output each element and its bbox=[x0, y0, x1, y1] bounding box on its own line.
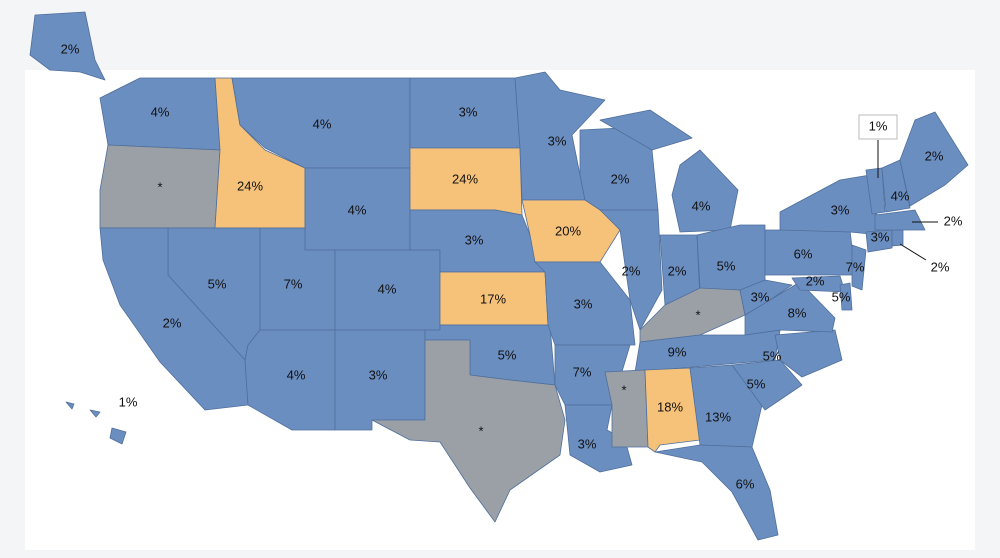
state-label: 4% bbox=[692, 198, 711, 213]
state bbox=[514, 71, 606, 201]
state bbox=[899, 111, 969, 207]
state bbox=[851, 244, 867, 291]
state-label: 17% bbox=[480, 291, 506, 306]
state-label: 1% bbox=[119, 394, 138, 409]
state bbox=[731, 359, 803, 411]
label-box bbox=[858, 114, 898, 140]
state-label: 1% bbox=[869, 118, 888, 133]
state-label: 7% bbox=[846, 259, 865, 274]
state bbox=[109, 427, 127, 445]
state bbox=[839, 282, 853, 311]
state-label: * bbox=[478, 423, 483, 438]
state-label: 18% bbox=[657, 399, 683, 414]
state-label: 2% bbox=[622, 263, 641, 278]
state-label: 5% bbox=[747, 376, 766, 391]
state-label: 24% bbox=[452, 171, 478, 186]
state-label: 3% bbox=[578, 436, 597, 451]
state-label: 20% bbox=[555, 223, 581, 238]
state-label: * bbox=[621, 382, 626, 397]
state-label: 4% bbox=[348, 202, 367, 217]
state bbox=[65, 401, 75, 410]
state bbox=[865, 229, 893, 253]
state-label: 8% bbox=[788, 305, 807, 320]
state-label: 2% bbox=[925, 148, 944, 163]
state-label: 3% bbox=[831, 202, 850, 217]
state-label: 6% bbox=[736, 476, 755, 491]
state-label: 5% bbox=[763, 348, 782, 363]
state-label: 5% bbox=[208, 276, 227, 291]
state bbox=[99, 227, 249, 411]
state-label: * bbox=[157, 179, 162, 194]
state-label: 5% bbox=[717, 258, 736, 273]
state-label: 3% bbox=[751, 289, 770, 304]
state-label: 2% bbox=[931, 259, 950, 274]
state-label: 5% bbox=[832, 289, 851, 304]
state-label: 5% bbox=[498, 347, 517, 362]
state bbox=[89, 409, 101, 418]
state bbox=[891, 229, 904, 247]
state bbox=[29, 11, 106, 81]
state bbox=[881, 159, 911, 213]
state bbox=[604, 369, 649, 448]
state-label: 3% bbox=[459, 104, 478, 119]
state-label: 2% bbox=[611, 171, 630, 186]
state-label: 4% bbox=[313, 116, 332, 131]
state-label: 4% bbox=[287, 367, 306, 382]
state-label: 3% bbox=[871, 229, 890, 244]
state bbox=[599, 109, 693, 151]
state bbox=[865, 167, 886, 215]
state-label: * bbox=[695, 307, 700, 322]
state-label: 6% bbox=[794, 246, 813, 261]
state-label: 4% bbox=[151, 104, 170, 119]
state-label: 2% bbox=[944, 213, 963, 228]
state bbox=[654, 444, 779, 541]
state-label: 2% bbox=[668, 263, 687, 278]
state-label: 2% bbox=[163, 315, 182, 330]
state-label: 3% bbox=[574, 296, 593, 311]
state bbox=[689, 364, 763, 448]
state-label: 7% bbox=[284, 276, 303, 291]
state-label: 3% bbox=[369, 367, 388, 382]
state-label: 24% bbox=[237, 178, 263, 193]
state-label: 9% bbox=[668, 344, 687, 359]
state bbox=[371, 339, 566, 523]
state-label: 7% bbox=[573, 364, 592, 379]
state-label: 2% bbox=[806, 273, 825, 288]
state bbox=[874, 209, 926, 231]
leader-line bbox=[899, 243, 927, 261]
state-label: 3% bbox=[465, 232, 484, 247]
state-label: 4% bbox=[378, 281, 397, 296]
state-label: 3% bbox=[548, 133, 567, 148]
state-label: 4% bbox=[891, 188, 910, 203]
state-label: 2% bbox=[61, 41, 80, 56]
state bbox=[739, 279, 793, 316]
state bbox=[564, 404, 633, 473]
state-label: 13% bbox=[705, 409, 731, 424]
